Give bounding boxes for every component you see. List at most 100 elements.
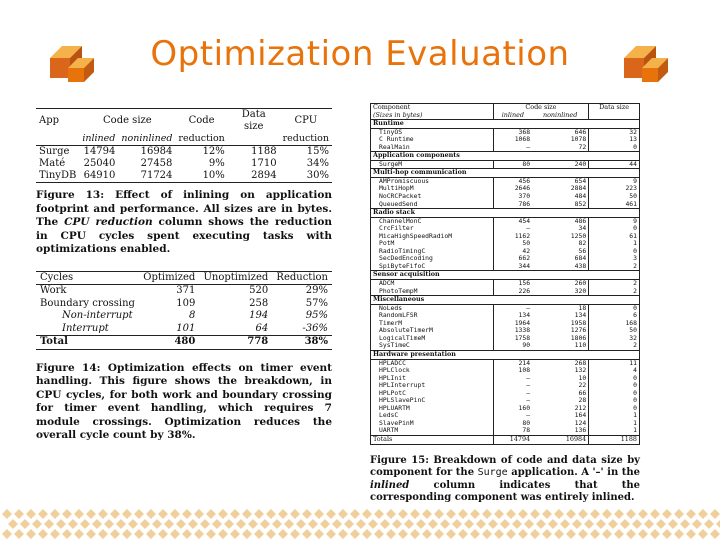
t15-cell: HPLSlavePinC [379,396,426,405]
table-row: Non-interrupt 8 194 95% [36,310,332,323]
t15-cell: 662 [492,255,533,263]
footer-diamond [134,529,144,539]
t15-cell: HPLPotC [379,388,406,397]
t15-cell: LogicalTimeM [379,333,426,342]
t13-cell: 2894 [227,170,280,183]
t15-cell: 0 [588,247,640,256]
t15-cell: 134 [574,311,587,320]
table-section-header: Hardware presentation [370,349,640,360]
footer-diamond [254,529,264,539]
t15-section-name: Application components [370,151,640,161]
footer-diamond [14,529,24,539]
footer-diamond [254,509,264,519]
footer-diamond [302,509,312,519]
t15-cell: 156 [492,279,533,288]
footer-diamond [398,529,408,539]
t15-cell: 90 [492,342,533,351]
footer-diamond [74,529,84,539]
t15-cell: 456 [492,177,533,186]
footer-diamond [248,519,258,529]
t13-cell: 16984 [140,146,173,157]
footer-diamond [344,519,354,529]
t14-cell: 520 [249,285,269,296]
table-row: Interrupt 101 64 -36% [36,323,332,336]
footer-diamond [578,529,588,539]
footer-diamond [68,519,78,529]
table-row: SlavePinM 80 124 1 [371,419,640,428]
footer-diamond [470,529,480,539]
t15-cell: 484 [574,192,587,201]
t15-cell: 0 [588,225,640,233]
footer-diamond [596,519,606,529]
footer-diamond [356,519,366,529]
figure14-caption: Figure 14: Optimization effects on timer… [36,362,332,443]
footer-diamond [134,509,144,519]
t15-cell: 32 [588,128,640,137]
footer-diamond [290,529,300,539]
footer-diamond [206,509,216,519]
t15-cell: NoCRCPacket [379,192,422,201]
footer-diamond [692,519,702,529]
t15-cell: 108 [492,366,533,375]
footer-diamond [662,529,672,539]
caption-label: Figure 13: [36,189,105,201]
footer-diamond [548,519,558,529]
t15-cell: 16984 [532,434,589,445]
t14-cell: 8 [188,310,196,321]
t15-cell: 0 [588,397,640,405]
t14-cell: 258 [249,297,269,309]
footer-diamond [428,519,438,529]
footer-diamond [518,509,528,519]
caption-text: column indicates that the corresponding … [370,479,640,504]
t14-cell: Total [36,335,140,350]
footer-diamond [20,519,30,529]
footer-diamond [482,509,492,519]
t15-cell: QueuedSend [379,199,418,208]
t14-cell: 371 [176,285,196,296]
footer-diamond [2,529,12,539]
table-row: HPLADCC 214 268 11 [371,358,640,368]
footer-diamond [62,529,72,539]
t15-cell: 3 [588,255,640,263]
t14-cell: 57% [305,297,328,309]
footer-diamond [530,529,540,539]
t15-cell: 268 [574,358,587,367]
footer-diamond [170,509,180,519]
footer-diamond [260,519,270,529]
footer-diamond [686,529,696,539]
cube-logo-left-icon [50,46,94,82]
footer-diamond [296,519,306,529]
footer-diamond [584,519,594,529]
t15-cell: 1078 [570,135,587,144]
t15-cell: 136 [574,426,587,435]
footer-diamond [476,519,486,529]
footer-diamond [386,529,396,539]
footer-diamond [422,509,432,519]
t15-cell: TinyOS [379,127,403,136]
footer-diamond [638,529,648,539]
table-row: AbsoluteTimerM 1338 1276 50 [371,327,640,335]
footer-diamond [314,529,324,539]
t15-cell: CrcFilter [379,224,414,233]
t13-cell: 25040 [83,158,116,169]
footer-diamond [182,509,192,519]
footer-diamond [434,509,444,519]
footer-diamond [704,519,714,529]
table-row: TinyOS 368 646 32 [371,127,640,137]
t14-cell: Non-interrupt [62,310,133,321]
caption-text: Effect of inlining on application footpr… [36,189,332,228]
footer-diamond [116,519,126,529]
t15-cell: C Runtime [379,135,414,144]
t15-cell: 1 [588,427,640,436]
table-row: HPLUARTM 160 212 0 [371,404,640,413]
figure15-table: Component Code size Data size (Sizes in … [370,103,640,445]
table-section-header: Multi-hop communication [370,168,640,178]
footer-diamond [80,519,90,529]
t14-cell: Boundary crossing [40,297,135,309]
footer-diamond [122,509,132,519]
t13-header-code: Code [175,108,228,133]
footer-diamond [482,529,492,539]
t15-cell: 80 [492,419,533,428]
footer-diamond [674,529,684,539]
t15-cell: ChannelMonC [379,216,422,225]
